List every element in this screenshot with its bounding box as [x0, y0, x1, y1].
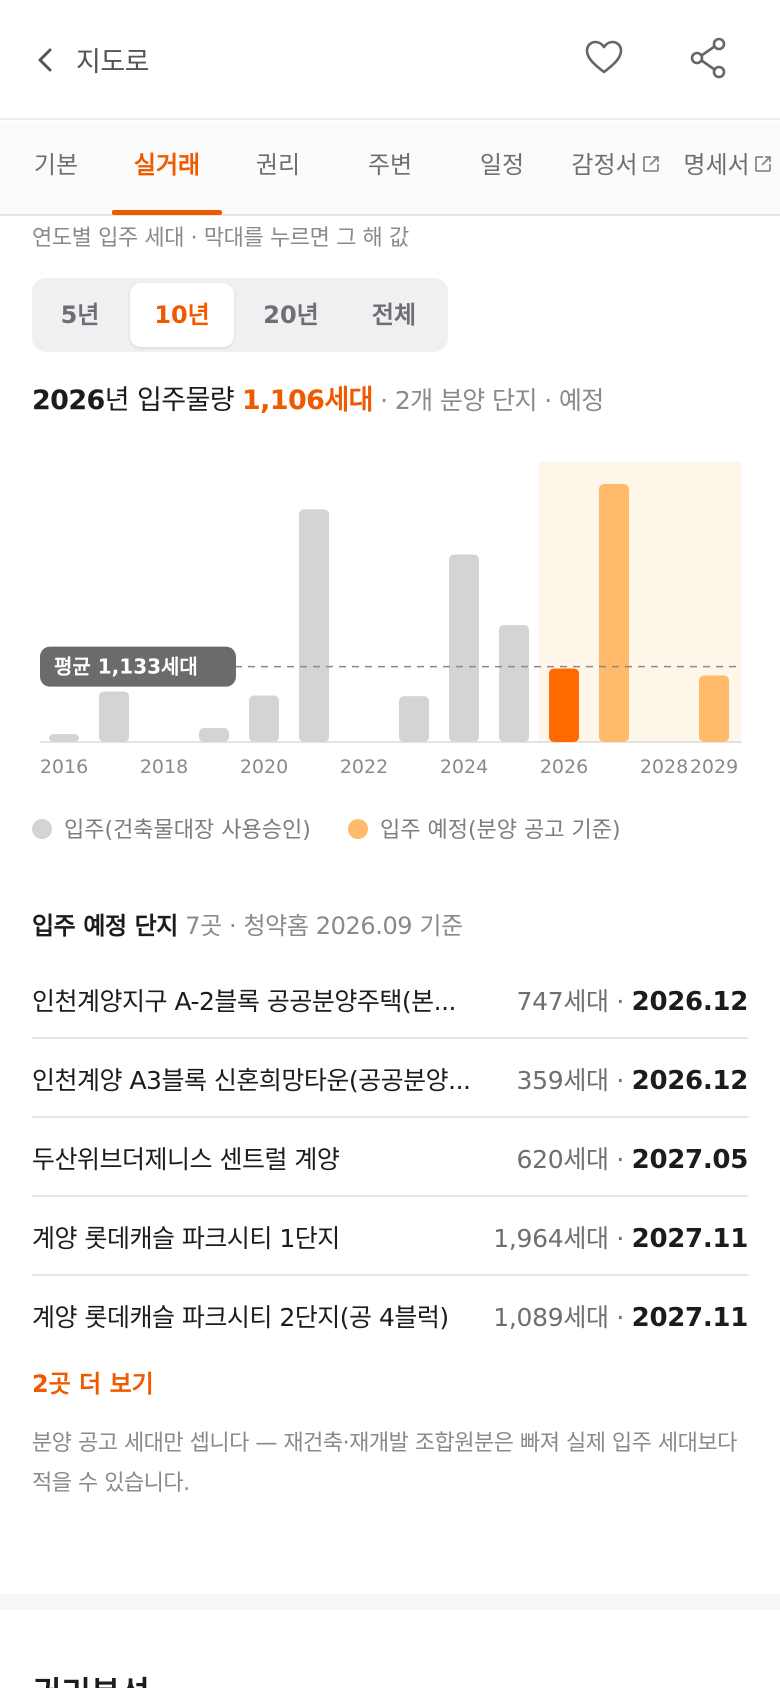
share-icon[interactable]	[688, 36, 728, 80]
list-item[interactable]: 계양 롯데캐슬 파크시티 1단지 1,964세대 · 2027.11	[32, 1197, 748, 1276]
legend-swatch-actual	[32, 819, 52, 839]
bar-2023[interactable]	[399, 696, 429, 742]
upcoming-subtitle: 7곳 · 청약홈 2026.09 기준	[178, 912, 463, 940]
list-item[interactable]: 인천계양 A3블록 신혼희망타운(공공분양... 359세대 · 2026.12	[32, 1039, 748, 1118]
footnote: 분양 공고 세대만 셉니다 — 재건축·재개발 조합원분은 빠져 실제 입주 세…	[32, 1431, 737, 1496]
complex-meta: 747세대 · 2026.12	[517, 982, 749, 1018]
chevron-left-icon[interactable]	[32, 38, 72, 82]
x-tick-label: 2024	[440, 756, 488, 778]
external-link-icon	[754, 156, 771, 172]
complex-date: 2027.11	[631, 1303, 749, 1333]
bar-2027[interactable]	[599, 483, 629, 742]
complex-name: 인천계양 A3블록 신혼희망타운(공공분양...	[32, 1066, 471, 1095]
complex-units: 1,964세대 ·	[493, 1224, 632, 1253]
x-tick-label: 2029	[690, 756, 738, 778]
show-more-button[interactable]: 2곳 더 보기	[32, 1370, 154, 1398]
upcoming-title: 입주 예정 단지	[32, 912, 178, 940]
complex-units: 359세대 ·	[516, 1066, 632, 1095]
range-all-button[interactable]: 전체	[371, 301, 417, 329]
complex-meta: 359세대 · 2026.12	[517, 1061, 749, 1097]
complex-date: 2027.11	[631, 1224, 749, 1254]
bar-2024[interactable]	[449, 554, 479, 742]
range-selector: 5년 10년 20년 전체	[32, 278, 448, 352]
list-item[interactable]: 두산위브더제니스 센트럴 계양 620세대 · 2027.05	[32, 1118, 748, 1197]
range-10y-button[interactable]: 10년	[130, 283, 234, 347]
complex-units: 747세대 ·	[516, 987, 632, 1016]
x-tick-label: 2028	[640, 756, 688, 778]
bar-2020[interactable]	[249, 695, 279, 742]
tab-appraisal-label: 감정서	[571, 151, 638, 179]
summary-year: 2026	[32, 385, 105, 416]
tab-basic[interactable]: 기본	[33, 151, 79, 179]
complex-name: 인천계양지구 A-2블록 공공분양주택(본...	[32, 987, 456, 1016]
bar-2017[interactable]	[99, 691, 129, 742]
complex-date: 2026.12	[631, 1066, 749, 1096]
average-label: 평균 1,133세대	[54, 655, 198, 679]
legend-item-actual: 입주(건축물대장 사용승인)	[32, 812, 311, 844]
complex-date: 2027.05	[631, 1145, 749, 1175]
x-tick-label: 2022	[340, 756, 388, 778]
bar-2016[interactable]	[49, 734, 79, 742]
section-divider	[0, 1594, 780, 1610]
detail-tab-bar: 기본 실거래 권리 주변 일정 감정서 명세서	[0, 122, 780, 216]
legend-label-forecast: 입주 예정(분양 공고 기준)	[380, 818, 621, 843]
bar-2021[interactable]	[299, 509, 329, 742]
complex-units: 620세대 ·	[516, 1145, 632, 1174]
upcoming-complex-list: 인천계양지구 A-2블록 공공분양주택(본... 747세대 · 2026.12…	[32, 960, 748, 1355]
bar-2026[interactable]	[549, 668, 579, 742]
complex-units: 1,089세대 ·	[493, 1303, 632, 1332]
complex-meta: 1,089세대 · 2027.11	[493, 1298, 748, 1334]
complex-date: 2026.12	[631, 987, 749, 1017]
chart-caption: 연도별 입주 세대 · 막대를 누르면 그 해 값	[32, 226, 409, 251]
selected-year-summary: 2026년 입주물량 1,106세대 · 2개 분양 단지 · 예정	[32, 378, 604, 417]
tab-rights[interactable]: 권리	[255, 151, 301, 179]
complex-name: 두산위브더제니스 센트럴 계양	[32, 1145, 340, 1174]
tab-transactions[interactable]: 실거래	[133, 151, 201, 179]
tab-specification-label: 명세서	[683, 151, 750, 179]
bar-2025[interactable]	[499, 624, 529, 742]
complex-name: 계양 롯데캐슬 파크시티 1단지	[32, 1224, 340, 1253]
complex-meta: 620세대 · 2027.05	[517, 1140, 749, 1176]
legend-swatch-forecast	[348, 819, 368, 839]
legend-item-forecast: 입주 예정(분양 공고 기준)	[348, 812, 621, 844]
summary-count: 1,106세대	[241, 385, 373, 416]
list-item[interactable]: 인천계양지구 A-2블록 공공분양주택(본... 747세대 · 2026.12	[32, 960, 748, 1039]
upcoming-list-title: 입주 예정 단지 7곳 · 청약홈 2026.09 기준	[32, 906, 463, 941]
complex-name: 계양 롯데캐슬 파크시티 2단지(공 4블럭)	[32, 1303, 449, 1332]
tab-appraisal[interactable]: 감정서	[564, 122, 668, 216]
average-label-bg	[40, 646, 236, 687]
x-tick-label: 2016	[40, 756, 88, 778]
tab-specification[interactable]: 명세서	[676, 122, 780, 216]
x-tick-label: 2020	[240, 756, 288, 778]
bar-2029[interactable]	[699, 675, 729, 743]
legend-label-actual: 입주(건축물대장 사용승인)	[64, 818, 311, 843]
heart-outline-icon[interactable]	[584, 38, 624, 78]
summary-detail: · 2개 분양 단지 · 예정	[372, 386, 604, 415]
x-tick-label: 2018	[140, 756, 188, 778]
range-20y-button[interactable]: 20년	[263, 301, 319, 329]
summary-year-suffix: 년 입주물량	[104, 385, 242, 416]
external-link-icon	[642, 156, 659, 172]
bar-2019[interactable]	[199, 728, 229, 742]
move-in-volume-chart: 평균 1,133세대 2016 2018 2020 2022 2024 2026 2028 20…	[40, 462, 742, 778]
tab-schedule[interactable]: 일정	[479, 151, 525, 179]
map-link-title[interactable]: 지도로	[76, 47, 150, 78]
active-tab-indicator	[112, 210, 222, 215]
complex-meta: 1,964세대 · 2027.11	[493, 1219, 748, 1255]
top-app-bar: 지도로	[0, 0, 780, 120]
list-item[interactable]: 계양 롯데캐슬 파크시티 2단지(공 4블럭) 1,089세대 · 2027.1…	[32, 1276, 748, 1355]
x-tick-label: 2026	[540, 756, 588, 778]
range-5y-button[interactable]: 5년	[60, 301, 100, 329]
tab-surroundings[interactable]: 주변	[367, 151, 413, 179]
section-title-rights-analysis: 권리분석	[32, 1668, 150, 1688]
